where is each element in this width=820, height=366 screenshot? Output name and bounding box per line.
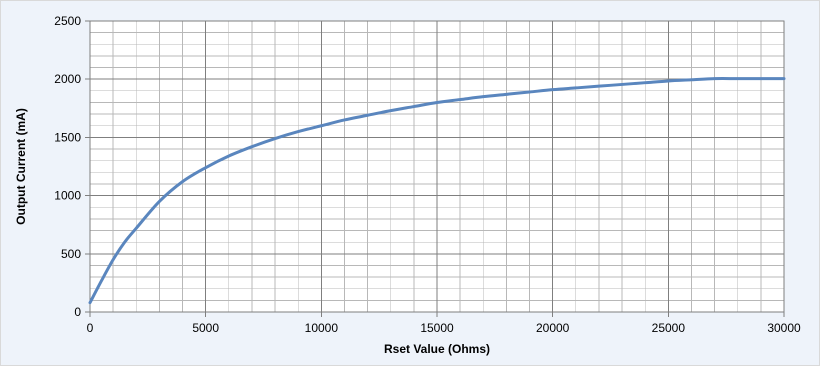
- y-tick-label: 500: [61, 247, 81, 261]
- y-tick-label: 2500: [54, 14, 81, 28]
- x-tick-label: 15000: [420, 321, 454, 335]
- y-tick-label: 0: [74, 305, 81, 319]
- x-tick-label: 25000: [652, 321, 686, 335]
- x-tick-labels: 0 5000 10000 15000 20000 25000 30000: [87, 321, 801, 335]
- y-tick-label: 2000: [54, 72, 81, 86]
- x-tick-label: 30000: [767, 321, 801, 335]
- x-tick-label: 0: [87, 321, 94, 335]
- x-tick-label: 10000: [305, 321, 339, 335]
- series-line: [88, 77, 786, 305]
- major-grid: [85, 20, 785, 317]
- x-tick-label: 20000: [536, 321, 570, 335]
- y-tick-label: 1000: [54, 189, 81, 203]
- x-tick-label: 5000: [192, 321, 219, 335]
- y-tick-labels: 0 500 1000 1500 2000 2500: [54, 14, 81, 319]
- y-tick-label: 1500: [54, 130, 81, 144]
- x-axis-title: Rset Value (Ohms): [384, 342, 490, 356]
- y-axis-title: Output Current (mA): [14, 108, 28, 225]
